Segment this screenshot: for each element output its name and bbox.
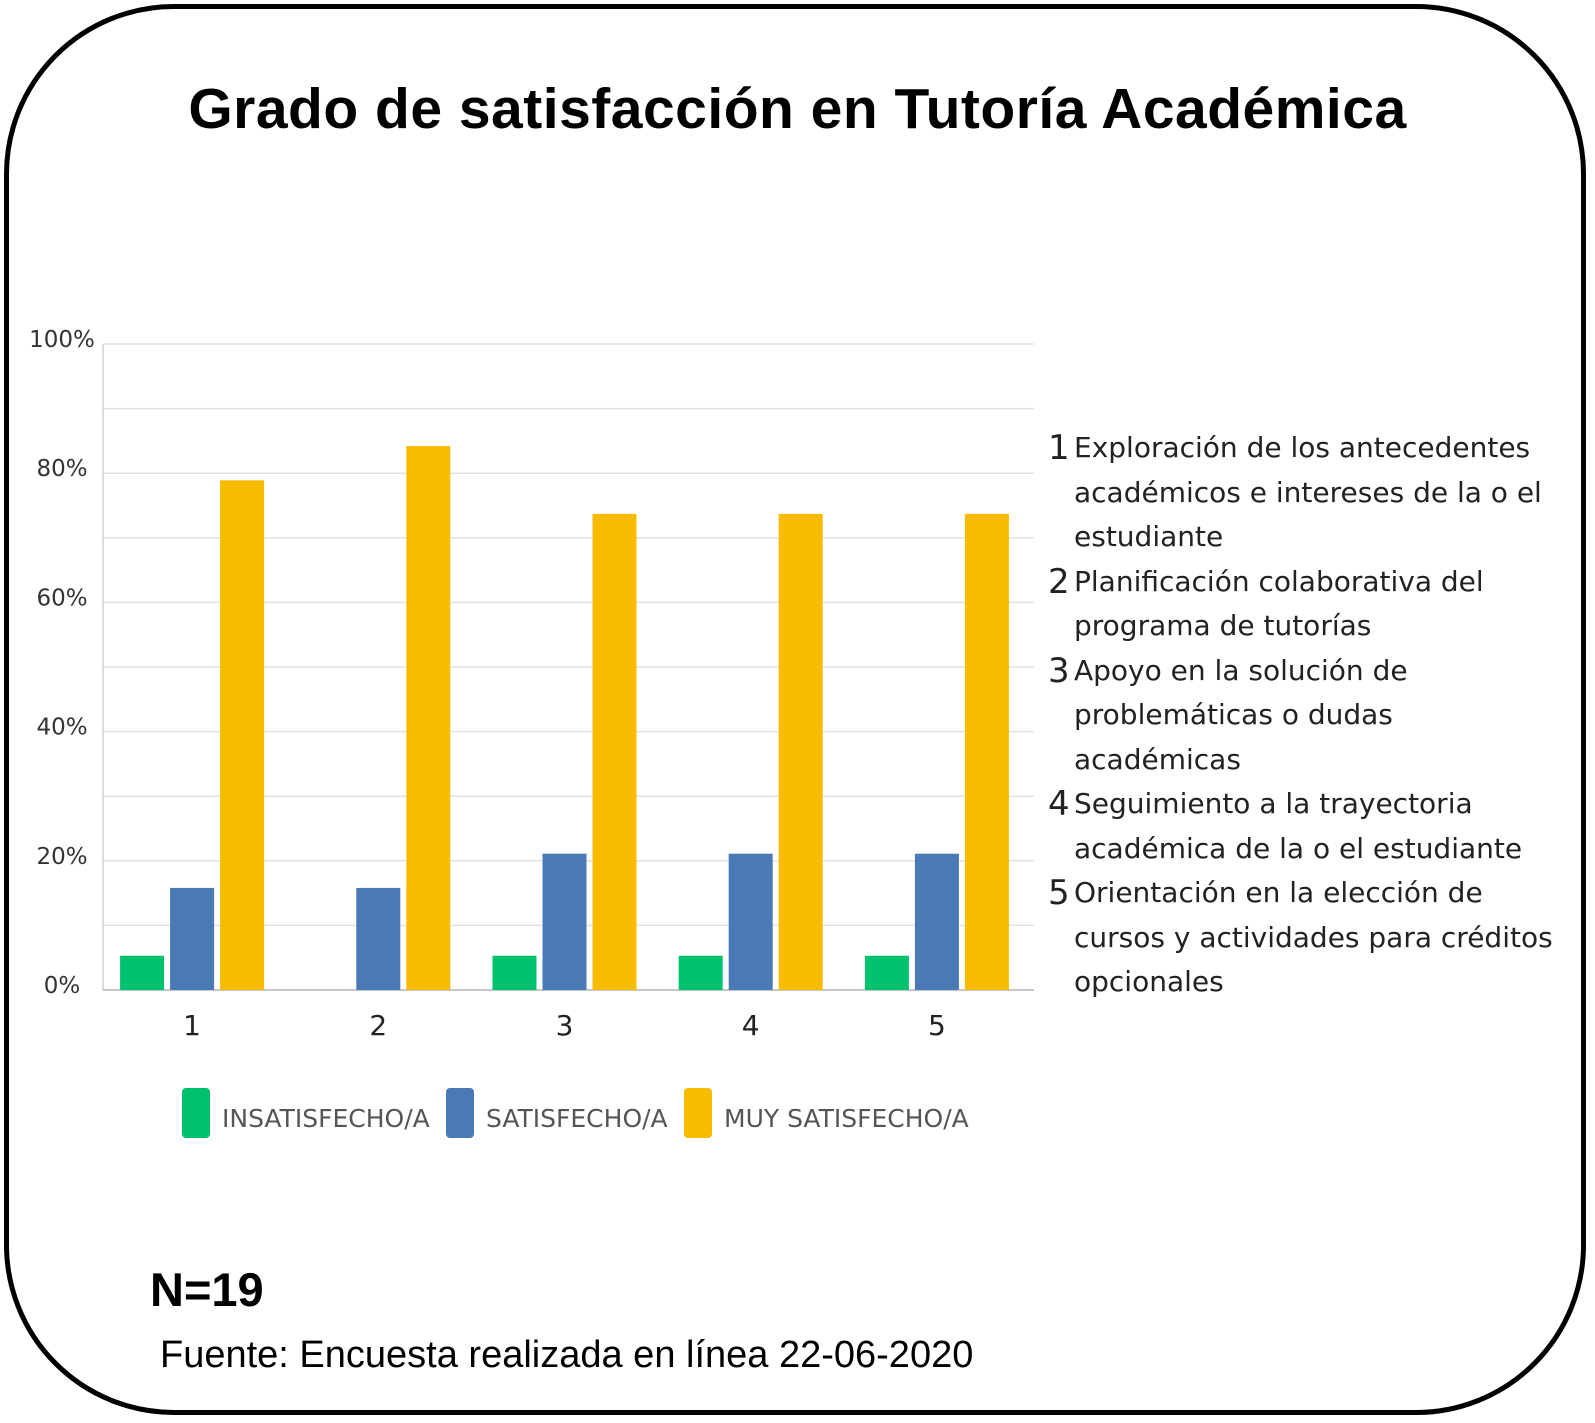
x-tick-label: 2 (369, 1009, 387, 1042)
bar-1-cat-1 (120, 955, 165, 990)
source-note: Fuente: Encuesta realizada en línea 22-0… (160, 1334, 974, 1376)
y-tick-label: 20% (36, 844, 87, 870)
category-description: 1 Exploración de los antecedentes académic… (1048, 426, 1588, 560)
category-number: 4 (1048, 784, 1070, 824)
description-line: académica de la o el estudiante (1074, 831, 1523, 865)
description-line: académicas (1074, 742, 1241, 776)
bar-3-cat-5 (964, 513, 1009, 990)
bar-2-cat-4 (728, 853, 773, 990)
legend-label: INSATISFECHO/A (222, 1104, 430, 1133)
bar-2-cat-5 (914, 853, 959, 990)
chart-title: Grado de satisfacción en Tutoría Académi… (188, 77, 1407, 141)
description-line: opcionales (1074, 965, 1224, 998)
bar-2-cat-2 (356, 887, 401, 990)
bar-2-cat-3 (542, 853, 587, 990)
description-line: cursos y actividades para créditos (1074, 920, 1553, 954)
x-tick-label: 4 (742, 1009, 760, 1042)
description-line: programa de tutorías (1074, 609, 1372, 642)
bar-3-cat-2 (406, 446, 451, 990)
bar-1-cat-3 (492, 955, 537, 990)
category-descriptions: 1 Exploración de los antecedentes académic… (1048, 426, 1588, 1005)
description-line: Orientación en la elección de (1074, 876, 1483, 909)
legend-swatch (684, 1088, 712, 1138)
bar-1-cat-4 (678, 955, 723, 990)
category-description: 3 Apoyo en la solución de problemáticas o … (1048, 649, 1588, 783)
bar-3-cat-3 (592, 513, 637, 990)
legend-label: MUY SATISFECHO/A (724, 1104, 969, 1133)
legend-swatch (446, 1088, 474, 1138)
bar-3-cat-1 (220, 480, 265, 990)
category-number: 1 (1048, 428, 1070, 468)
y-tick-label: 40% (36, 715, 87, 741)
x-tick-label: 1 (183, 1009, 201, 1042)
description-line: problemáticas o dudas (1074, 698, 1393, 731)
x-tick-label: 5 (928, 1009, 946, 1042)
sample-size-label: N=19 (150, 1263, 264, 1316)
y-tick-label: 0% (44, 973, 81, 999)
category-number: 3 (1048, 650, 1070, 691)
legend-swatch (182, 1088, 210, 1138)
bar-3-cat-4 (778, 513, 823, 990)
legend-label: SATISFECHO/A (486, 1104, 668, 1133)
description-line: académicos e intereses de la o el (1074, 475, 1542, 509)
description-line: Apoyo en la solución de (1074, 653, 1408, 687)
bar-2-cat-1 (170, 887, 215, 990)
category-description: 2 Planificación colaborativa del programa … (1048, 560, 1588, 649)
x-tick-label: 3 (556, 1009, 574, 1042)
bar-1-cat-5 (864, 955, 909, 990)
category-number: 2 (1048, 561, 1070, 602)
description-line: Exploración de los antecedentes (1074, 431, 1531, 464)
description-line: Seguimiento a la trayectoria (1074, 787, 1473, 820)
category-number: 5 (1048, 873, 1070, 913)
category-description: 4 Seguimiento a la trayectoria académica d… (1048, 782, 1588, 871)
description-line: Planificación colaborativa del (1074, 564, 1484, 598)
y-tick-label: 100% (29, 327, 95, 353)
category-description: 5 Orientación en la elección de cursos y a… (1048, 871, 1588, 1005)
y-tick-label: 60% (36, 585, 87, 611)
y-tick-label: 80% (36, 456, 87, 482)
description-line: estudiante (1074, 520, 1224, 553)
